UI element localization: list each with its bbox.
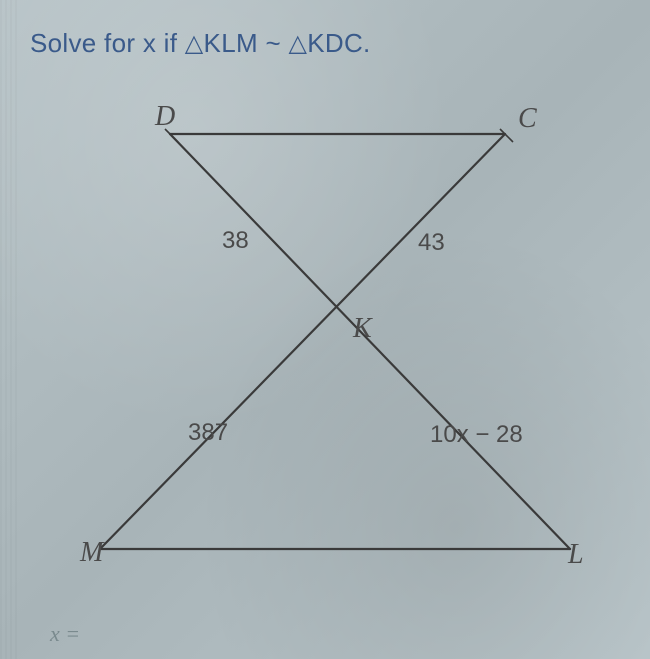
geometry-diagram: D C K M L 38 43 387 10x − 28 bbox=[40, 99, 600, 589]
page-content: Solve for x if △KLM ~ △KDC. D C K M L 38… bbox=[0, 0, 650, 617]
diagram-lines bbox=[40, 99, 600, 589]
prompt-suffix: . bbox=[363, 28, 371, 58]
triangle-icon: △ bbox=[288, 29, 307, 58]
tick-C bbox=[500, 129, 513, 142]
triangle-icon: △ bbox=[185, 29, 204, 58]
answer-prompt: x = bbox=[50, 621, 80, 647]
problem-prompt: Solve for x if △KLM ~ △KDC. bbox=[30, 28, 620, 59]
segment-CM bbox=[100, 134, 505, 549]
vertex-label-K: K bbox=[353, 313, 372, 345]
segment-length-KM: 387 bbox=[188, 419, 228, 447]
prompt-prefix: Solve for x if bbox=[30, 28, 185, 58]
vertex-label-C: C bbox=[518, 103, 537, 135]
vertex-label-M: M bbox=[80, 537, 103, 569]
triangle1-name: KLM bbox=[204, 28, 258, 58]
segment-length-CK: 43 bbox=[418, 229, 445, 257]
vertex-label-L: L bbox=[568, 539, 584, 571]
similar-symbol: ~ bbox=[265, 28, 280, 58]
segment-length-DK: 38 bbox=[222, 227, 249, 255]
triangle2-name: KDC bbox=[307, 28, 363, 58]
segment-length-KL: 10x − 28 bbox=[430, 421, 523, 449]
vertex-label-D: D bbox=[155, 101, 175, 133]
